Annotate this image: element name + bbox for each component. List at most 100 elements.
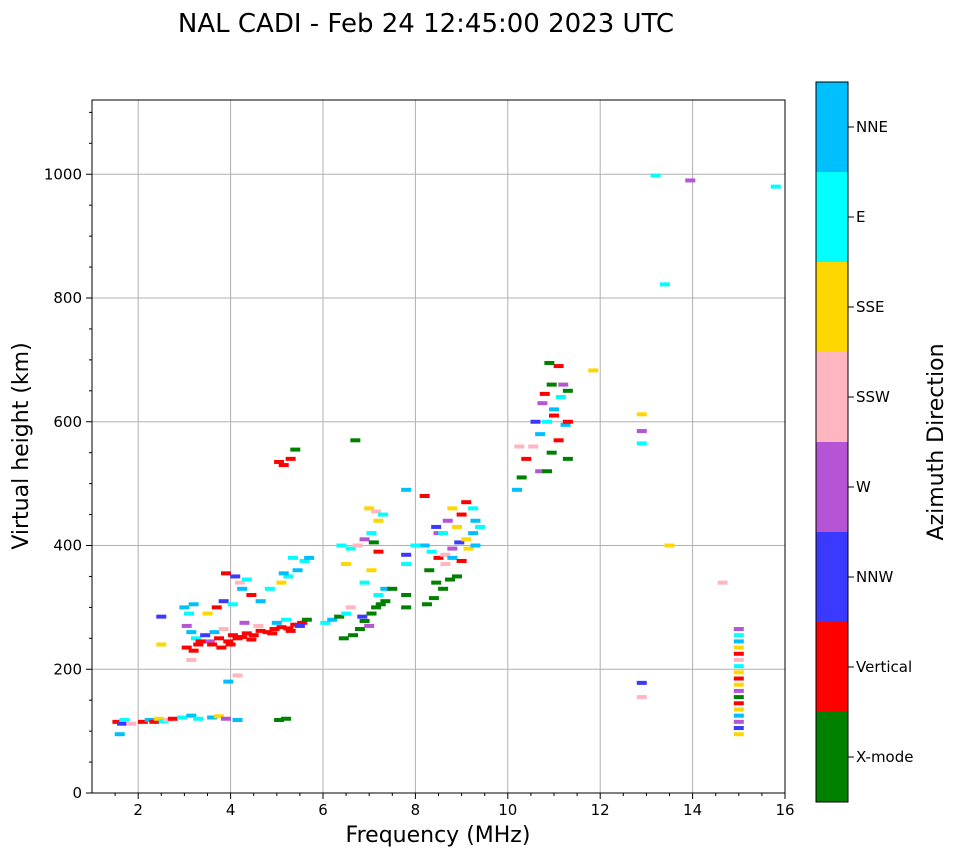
x-tick-label: 12 [591,801,610,819]
data-point [218,599,229,604]
data-point [220,571,231,576]
x-tick-label: 2 [133,801,143,819]
colorbar-segment [816,352,848,442]
colorbar-segment [816,712,848,802]
data-point [327,617,338,622]
colorbar-tick-label: Vertical [856,658,912,676]
data-point [470,543,481,548]
y-axis-ticks: 0 200 400 600 800 1000 [44,111,92,802]
data-point [269,627,280,632]
data-point [733,651,744,656]
data-point [546,450,557,455]
data-point [733,633,744,638]
data-point [373,549,384,554]
data-point [733,657,744,662]
colorbar-segment [816,622,848,712]
data-point [179,605,190,610]
colorbar-tick-label: W [856,478,871,496]
y-axis-label: Virtual height (km) [9,342,34,549]
data-point [320,620,331,625]
data-point [290,447,301,452]
data-point [528,444,539,449]
data-point [345,605,356,610]
x-tick-label: 8 [411,801,421,819]
data-point [271,620,282,625]
data-point [188,602,199,607]
data-point [239,620,250,625]
data-point [468,506,479,511]
data-point [237,586,248,591]
data-point [274,717,285,722]
data-point [181,623,192,628]
data-point [274,459,285,464]
data-point [184,611,195,616]
y-tick-label: 600 [53,413,82,431]
colorbar-tick-label: SSE [856,298,885,316]
y-tick-label: 400 [53,537,82,555]
data-point [419,494,430,498]
data-point [156,642,167,647]
data-point [521,456,532,461]
colorbar-segment [816,172,848,262]
data-point [636,680,647,685]
data-point [733,688,744,693]
data-point [636,441,647,446]
colorbar-segment [816,82,848,172]
data-point [456,558,467,563]
data-point [451,524,462,529]
data-points [112,173,781,737]
data-point [207,642,218,647]
colorbar-tick-label: SSW [856,388,890,406]
x-tick-label: 10 [498,801,517,819]
data-point [375,602,386,607]
data-point [440,562,451,567]
data-point [223,639,234,644]
data-point [512,487,523,492]
data-point [177,715,188,720]
data-point [186,713,197,718]
data-point [456,512,467,517]
data-point [433,555,444,560]
data-point [241,631,252,636]
data-point [283,626,294,631]
data-point [285,456,296,461]
data-point [241,577,252,582]
data-point [227,633,238,638]
data-point [770,184,781,189]
data-point [359,537,370,542]
data-point [359,580,370,585]
data-point [126,721,137,726]
data-point [354,627,365,632]
data-point [542,469,553,474]
data-point [544,360,555,365]
data-point [562,388,573,393]
data-point [153,716,164,721]
data-point [659,282,670,287]
data-point [193,642,204,647]
data-point [454,540,465,545]
data-point [555,395,566,399]
data-point [428,596,439,601]
data-point [246,637,257,642]
data-point [588,368,599,373]
data-point [426,549,437,554]
data-point [733,645,744,650]
data-point [364,623,375,628]
data-point [186,630,197,635]
data-point [558,382,569,387]
data-point [431,524,442,529]
data-point [357,614,368,619]
colorbar-tick-label: E [856,208,865,226]
data-point [117,721,128,726]
data-point [549,407,559,412]
data-point [223,679,234,684]
data-point [366,611,377,616]
data-point [401,487,412,492]
data-point [278,571,289,576]
data-point [237,635,248,640]
chart-title: NAL CADI - Feb 24 12:45:00 2023 UTC [178,9,674,39]
data-point [401,562,412,567]
data-point [359,618,370,623]
data-point [149,719,160,724]
